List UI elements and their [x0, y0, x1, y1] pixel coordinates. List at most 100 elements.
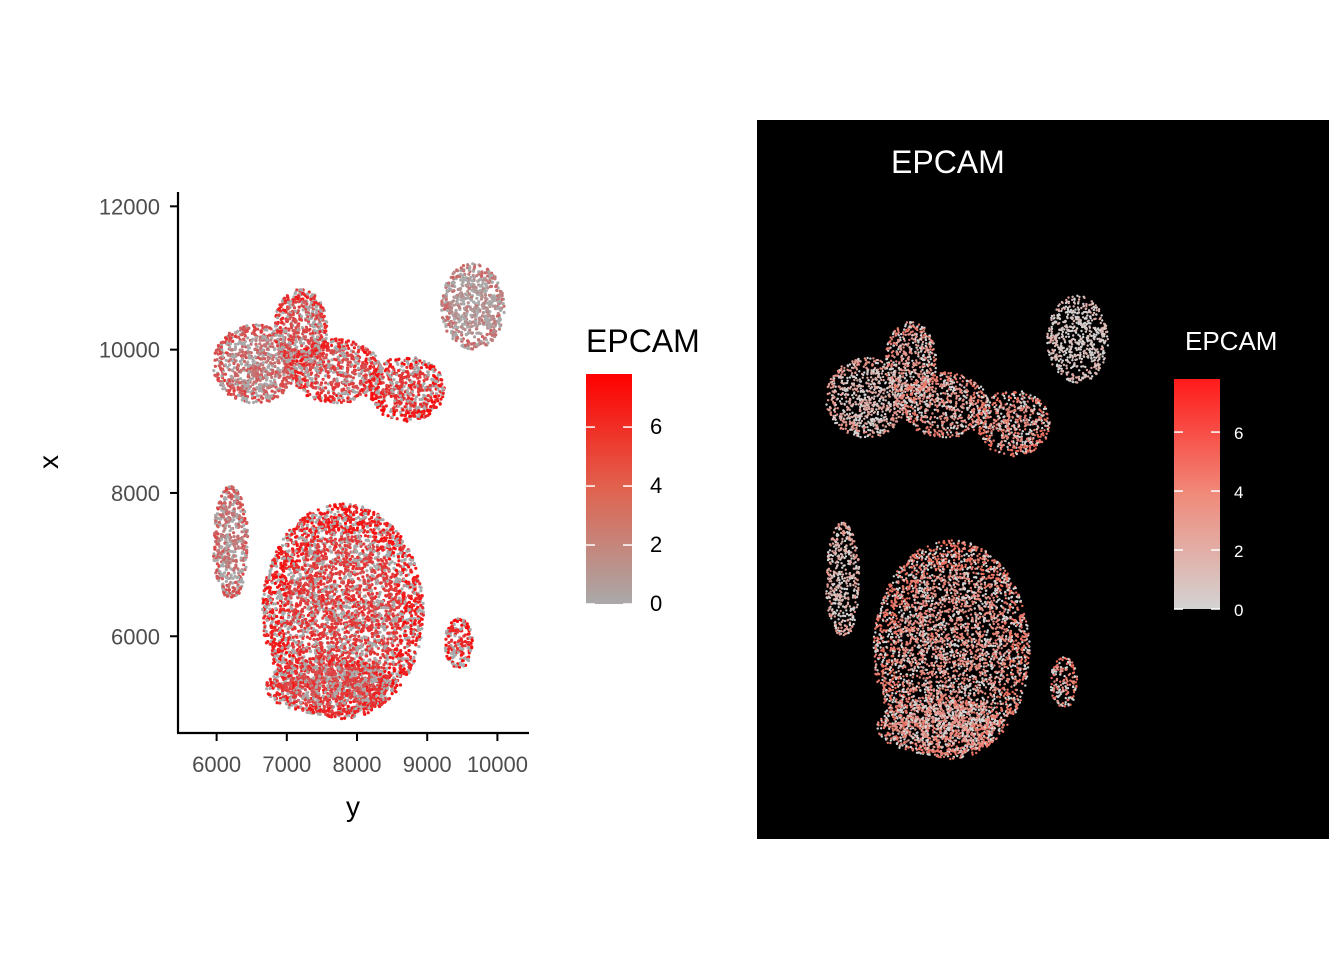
left-data-point [414, 360, 418, 364]
left-data-point [395, 417, 399, 421]
left-data-point [451, 312, 455, 316]
left-data-point [308, 339, 312, 343]
left-data-point [478, 322, 482, 326]
left-data-point [476, 310, 480, 314]
left-data-point [478, 264, 482, 268]
left-data-point [239, 354, 243, 358]
left-data-point [445, 290, 449, 294]
left-data-point [242, 563, 246, 567]
left-data-point [455, 335, 459, 340]
left-data-point [250, 373, 255, 377]
left-data-point [464, 308, 469, 312]
left-data-point [479, 278, 484, 282]
left-data-point [314, 301, 318, 305]
left-data-point [331, 380, 335, 384]
left-data-point [246, 336, 250, 340]
left-data-point [462, 317, 466, 321]
left-data-point [222, 591, 226, 595]
left-data-point [216, 347, 220, 351]
left-data-point [257, 389, 262, 393]
left-data-point [293, 292, 297, 296]
left-data-point [490, 333, 494, 337]
left-data-point [227, 331, 231, 335]
left-data-point [449, 308, 453, 312]
left-data-point [253, 396, 257, 400]
left-data-point [394, 358, 398, 362]
left-data-point [346, 353, 350, 358]
left-data-point [357, 392, 362, 396]
left-data-point [230, 383, 234, 387]
left-data-point [344, 340, 349, 344]
left-data-point [484, 338, 488, 342]
left-data-point [491, 317, 496, 321]
left-data-point [213, 531, 217, 536]
left-data-point [288, 347, 292, 351]
left-data-point [326, 391, 331, 395]
left-data-point [488, 325, 492, 330]
left-data-point [436, 373, 441, 377]
left-data-point [467, 268, 471, 272]
left-data-point [382, 405, 386, 409]
left-data-point [394, 381, 398, 385]
left-data-point [463, 322, 467, 326]
left-data-point [384, 361, 388, 365]
left-data-point [468, 320, 472, 324]
left-data-point [352, 346, 356, 350]
left-data-point [302, 385, 306, 389]
left-data-point [404, 381, 408, 385]
left-data-point [437, 383, 441, 387]
left-data-point [480, 274, 484, 278]
left-data-point [237, 351, 241, 355]
left-data-point [264, 395, 268, 399]
left-data-point [306, 292, 310, 296]
left-data-point [301, 304, 306, 309]
left-data-point [318, 366, 322, 370]
left-data-point [354, 352, 358, 356]
left-data-point [403, 405, 407, 409]
left-data-point [500, 294, 504, 298]
left-data-point [484, 284, 488, 288]
left-data-point [343, 521, 348, 526]
left-data-point [263, 357, 267, 361]
left-data-point [252, 391, 256, 395]
left-data-point [459, 325, 463, 329]
left-data-point [467, 292, 472, 296]
left-data-point [451, 284, 455, 288]
left-data-point [342, 399, 346, 403]
left-data-point [444, 283, 448, 288]
left-data-point [212, 554, 216, 558]
left-data-point [215, 558, 219, 562]
left-data-point [398, 634, 402, 638]
left-data-point [232, 389, 236, 393]
left-data-point [470, 324, 474, 328]
left-data-point [301, 584, 306, 589]
left-data-point [255, 345, 259, 349]
left-data-point [291, 302, 295, 307]
left-data-point [233, 544, 237, 548]
left-data-point [450, 281, 454, 285]
left-data-point [234, 330, 238, 334]
left-data-point [471, 269, 476, 273]
left-data-point [332, 391, 336, 395]
left-data-point [399, 374, 404, 378]
left-data-point [313, 643, 317, 647]
left-data-point [242, 523, 246, 528]
left-data-point [356, 386, 360, 390]
left-data-point [441, 391, 445, 395]
left-data-point [267, 326, 272, 330]
left-data-point [243, 334, 247, 338]
left-data-point [371, 371, 375, 375]
left-data-point [231, 379, 235, 383]
left-data-point [296, 371, 301, 375]
left-data-point [232, 571, 236, 575]
left-data-point [471, 273, 475, 277]
left-data-point [325, 348, 329, 352]
left-data-point [339, 373, 343, 377]
left-data-point [306, 372, 310, 376]
left-data-point [418, 397, 422, 402]
left-data-point [294, 309, 298, 313]
left-data-point [237, 570, 241, 574]
left-data-point [265, 347, 269, 351]
left-data-point [227, 564, 231, 568]
left-data-point [433, 394, 437, 399]
